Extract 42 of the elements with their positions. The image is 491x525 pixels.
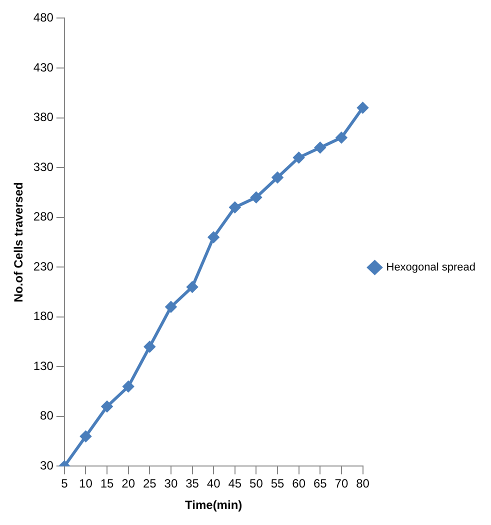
- y-tick-label: 80: [40, 408, 54, 423]
- x-tick-label: 5: [61, 476, 68, 491]
- y-tick-label: 180: [33, 309, 54, 324]
- point: [122, 381, 134, 392]
- point: [165, 301, 176, 312]
- x-tick-label: 30: [164, 476, 178, 491]
- y-tick-label: 230: [33, 259, 54, 274]
- point: [272, 172, 284, 183]
- point: [102, 400, 113, 412]
- point: [144, 341, 156, 352]
- y-tick-label: 380: [33, 110, 54, 124]
- point: [186, 282, 198, 292]
- point: [208, 232, 220, 243]
- y-tick-label: 30: [40, 458, 54, 473]
- y-tick-label: 430: [33, 60, 54, 74]
- x-tick-label: 45: [228, 476, 242, 491]
- y-tick-label: 130: [33, 358, 54, 373]
- x-tick-label: 20: [122, 476, 136, 491]
- x-tick-label: 65: [313, 476, 328, 491]
- point: [80, 430, 92, 442]
- point: [314, 142, 326, 154]
- x-tick-label: 80: [356, 476, 370, 491]
- x-tick-label: 60: [292, 476, 306, 491]
- x-tick-label: 70: [334, 476, 348, 491]
- x-tick-label: 40: [206, 476, 221, 491]
- x-tick-label: 50: [250, 476, 264, 491]
- point: [293, 152, 304, 164]
- x-tick-label: 55: [270, 476, 285, 491]
- x-axis-title: Time(min): [185, 498, 242, 512]
- legend-label: Hexogonal spread: [386, 262, 476, 274]
- y-tick-label: 330: [33, 160, 54, 174]
- x-tick-label: 35: [186, 476, 200, 491]
- y-tick-label: 280: [33, 210, 54, 224]
- point: [357, 102, 368, 114]
- point: [336, 132, 347, 144]
- x-tick-label: 10: [79, 476, 93, 491]
- x-tick-label: 15: [100, 476, 114, 491]
- y-axis-title: No.of Cells traversed: [12, 182, 26, 302]
- point: [229, 202, 240, 213]
- y-tick-label: 480: [33, 10, 54, 25]
- x-tick-label: 25: [142, 476, 157, 491]
- point: [250, 192, 262, 203]
